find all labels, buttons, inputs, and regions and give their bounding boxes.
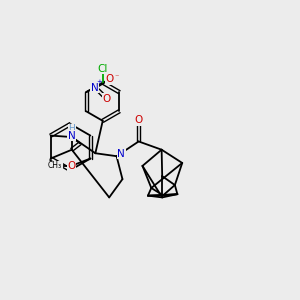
Text: +: + <box>97 80 102 85</box>
Text: O: O <box>106 74 114 85</box>
Text: CH₃: CH₃ <box>48 161 62 170</box>
Text: N: N <box>91 83 99 93</box>
Text: O: O <box>134 115 143 125</box>
Text: H: H <box>68 124 75 133</box>
Text: O: O <box>67 161 75 171</box>
Text: N: N <box>117 149 125 159</box>
Text: N: N <box>68 131 76 141</box>
Text: ⁻: ⁻ <box>114 72 118 81</box>
Text: Cl: Cl <box>98 64 108 74</box>
Text: O: O <box>103 94 111 104</box>
